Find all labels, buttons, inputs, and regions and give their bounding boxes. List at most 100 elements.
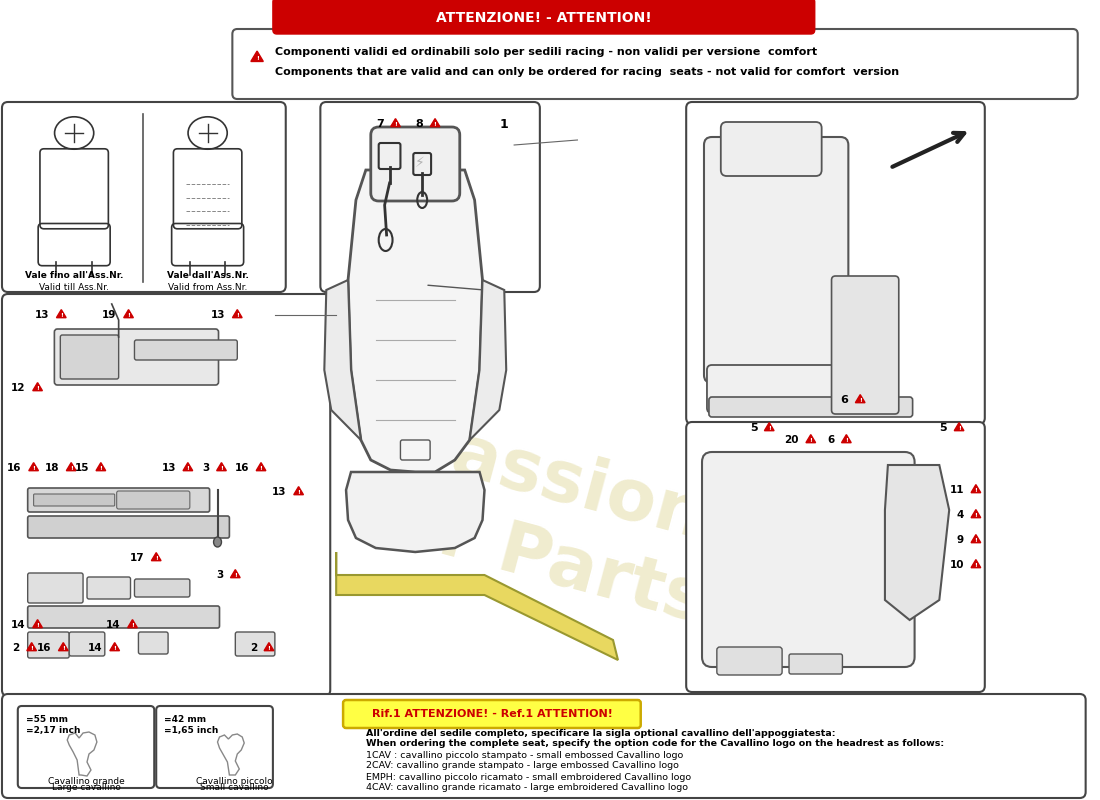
Text: =1,65 inch: =1,65 inch xyxy=(164,726,219,735)
Text: ATTENZIONE! - ATTENTION!: ATTENZIONE! - ATTENTION! xyxy=(436,11,651,25)
Text: !: ! xyxy=(958,426,960,431)
FancyBboxPatch shape xyxy=(54,329,219,385)
Polygon shape xyxy=(806,434,815,442)
Text: !: ! xyxy=(260,466,263,471)
Text: !: ! xyxy=(36,623,39,628)
FancyBboxPatch shape xyxy=(273,0,815,34)
Text: 9: 9 xyxy=(957,535,964,545)
Text: 15: 15 xyxy=(75,463,89,473)
Text: All'ordine del sedile completo, specificare la sigla optional cavallino dell'app: All'ordine del sedile completo, specific… xyxy=(366,729,835,738)
Text: =42 mm: =42 mm xyxy=(164,715,207,725)
Text: !: ! xyxy=(975,488,977,493)
FancyBboxPatch shape xyxy=(704,137,848,383)
Text: !: ! xyxy=(220,466,223,471)
FancyBboxPatch shape xyxy=(707,365,856,413)
Text: 13: 13 xyxy=(35,310,50,320)
Ellipse shape xyxy=(213,537,221,547)
Text: 16: 16 xyxy=(8,463,22,473)
Text: Valid from Ass.Nr.: Valid from Ass.Nr. xyxy=(168,282,248,291)
FancyBboxPatch shape xyxy=(717,647,782,675)
Polygon shape xyxy=(324,280,361,440)
Text: 17: 17 xyxy=(130,553,144,563)
Text: !: ! xyxy=(186,466,189,471)
FancyBboxPatch shape xyxy=(702,452,914,667)
Text: !: ! xyxy=(975,513,977,518)
Text: 19: 19 xyxy=(102,310,117,320)
FancyBboxPatch shape xyxy=(139,632,168,654)
Polygon shape xyxy=(231,570,240,578)
Text: Componenti validi ed ordinabili solo per sedili racing - non validi per versione: Componenti validi ed ordinabili solo per… xyxy=(275,47,817,57)
FancyBboxPatch shape xyxy=(28,573,84,603)
FancyBboxPatch shape xyxy=(686,102,984,424)
FancyBboxPatch shape xyxy=(117,491,190,509)
FancyBboxPatch shape xyxy=(87,577,131,599)
Text: 4: 4 xyxy=(957,510,964,520)
Polygon shape xyxy=(217,462,227,470)
Text: 20: 20 xyxy=(784,435,799,445)
Polygon shape xyxy=(56,310,66,318)
FancyBboxPatch shape xyxy=(235,632,275,656)
Text: 12: 12 xyxy=(11,383,25,393)
Text: When ordering the complete seat, specify the option code for the Cavallino logo : When ordering the complete seat, specify… xyxy=(366,739,944,749)
Polygon shape xyxy=(884,465,949,620)
Text: 7: 7 xyxy=(376,119,384,129)
FancyBboxPatch shape xyxy=(232,29,1078,99)
Text: 14: 14 xyxy=(88,643,102,653)
FancyBboxPatch shape xyxy=(343,700,640,728)
Polygon shape xyxy=(58,642,68,650)
FancyBboxPatch shape xyxy=(134,579,190,597)
Text: Vale fino all'Ass.Nr.: Vale fino all'Ass.Nr. xyxy=(25,271,123,281)
Polygon shape xyxy=(856,394,865,402)
FancyBboxPatch shape xyxy=(2,694,1086,798)
Polygon shape xyxy=(152,553,161,561)
Polygon shape xyxy=(33,620,43,628)
Text: 6: 6 xyxy=(840,395,848,405)
Text: ⚡: ⚡ xyxy=(416,156,425,170)
Polygon shape xyxy=(971,534,981,542)
Text: !: ! xyxy=(235,313,239,318)
Text: !: ! xyxy=(32,466,35,471)
Text: !: ! xyxy=(255,56,258,61)
Polygon shape xyxy=(971,510,981,518)
Text: Valid till Ass.Nr.: Valid till Ass.Nr. xyxy=(40,282,109,291)
Polygon shape xyxy=(96,462,106,470)
Text: !: ! xyxy=(99,466,102,471)
FancyBboxPatch shape xyxy=(708,397,913,417)
FancyBboxPatch shape xyxy=(371,127,460,201)
Text: 1CAV : cavallino piccolo stampato - small embossed Cavallino logo: 1CAV : cavallino piccolo stampato - smal… xyxy=(366,750,683,759)
Text: !: ! xyxy=(155,556,157,561)
Text: 10: 10 xyxy=(949,560,964,570)
Text: !: ! xyxy=(62,646,65,651)
Text: 5: 5 xyxy=(750,423,758,433)
FancyBboxPatch shape xyxy=(60,335,119,379)
Text: 8: 8 xyxy=(416,119,424,129)
Text: 13: 13 xyxy=(272,487,287,497)
FancyBboxPatch shape xyxy=(34,494,114,506)
Text: !: ! xyxy=(131,623,134,628)
Text: !: ! xyxy=(59,313,63,318)
Polygon shape xyxy=(971,560,981,568)
Polygon shape xyxy=(842,434,851,442)
Polygon shape xyxy=(470,280,506,440)
Text: 16: 16 xyxy=(37,643,52,653)
Text: !: ! xyxy=(267,646,271,651)
Polygon shape xyxy=(430,118,440,126)
Text: Cavallino piccolo: Cavallino piccolo xyxy=(196,778,273,786)
Polygon shape xyxy=(183,462,192,470)
FancyBboxPatch shape xyxy=(2,294,330,696)
Text: Vale dall'Ass.Nr.: Vale dall'Ass.Nr. xyxy=(167,271,249,281)
Text: 13: 13 xyxy=(211,310,226,320)
Text: EMPH: cavallino piccolo ricamato - small embroidered Cavallino logo: EMPH: cavallino piccolo ricamato - small… xyxy=(366,773,691,782)
Text: 5: 5 xyxy=(939,423,947,433)
Text: !: ! xyxy=(768,426,771,431)
Polygon shape xyxy=(123,310,133,318)
Text: 3: 3 xyxy=(202,463,210,473)
Polygon shape xyxy=(346,472,484,552)
Text: 11: 11 xyxy=(949,485,964,495)
Polygon shape xyxy=(264,642,274,650)
Polygon shape xyxy=(66,462,76,470)
Text: 3: 3 xyxy=(217,570,223,580)
Text: !: ! xyxy=(113,646,117,651)
Text: 6: 6 xyxy=(827,435,835,445)
Text: 14: 14 xyxy=(106,620,121,630)
